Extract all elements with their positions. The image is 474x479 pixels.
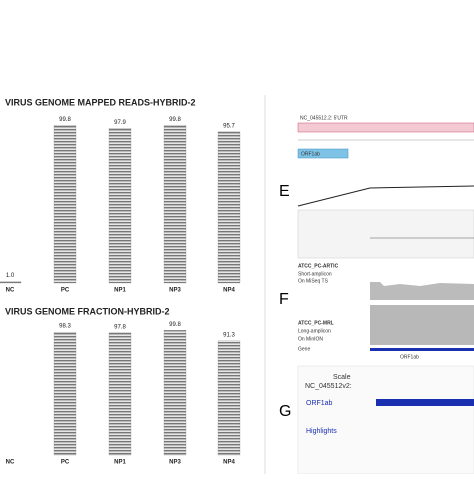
ucsc-view bbox=[297, 365, 474, 475]
gene-name: ORF1ab bbox=[400, 354, 419, 360]
gene-bar bbox=[376, 399, 474, 406]
x-tick-label: NP4 bbox=[223, 288, 235, 294]
panel-label: E bbox=[279, 183, 290, 200]
bar bbox=[163, 330, 187, 456]
browser-panels: E F G NC_045512.2: 5'UTR ORF1ab ATCC_PC-… bbox=[279, 115, 474, 475]
track-label: ATCC_PC-ARTIC bbox=[298, 263, 339, 269]
gene-box bbox=[297, 148, 349, 159]
ucsc-text: ORF1ab bbox=[306, 400, 333, 407]
ucsc-text: Scale bbox=[333, 374, 351, 381]
ucsc-text: Highlights bbox=[306, 428, 337, 435]
track-label: Gene bbox=[298, 346, 310, 352]
panel-label: G bbox=[279, 403, 291, 420]
gene-text: ORF1ab bbox=[301, 151, 320, 157]
chart-title: VIRUS GENOME MAPPED READS-HYBRID-2 bbox=[5, 97, 196, 107]
value-label: 91.3 bbox=[223, 332, 235, 338]
chart-title: VIRUS GENOME FRACTION-HYBRID-2 bbox=[5, 306, 170, 316]
bar bbox=[108, 332, 132, 456]
x-tick-label: PC bbox=[61, 460, 70, 466]
track-bar bbox=[297, 122, 474, 133]
bar bbox=[53, 125, 77, 284]
track-label: Long-amplicon bbox=[298, 328, 331, 334]
bar bbox=[0, 281, 22, 284]
panel-label: F bbox=[279, 291, 289, 308]
track-label: On MiSeq TS bbox=[298, 278, 329, 284]
value-label: 98.3 bbox=[59, 324, 71, 330]
browser-view bbox=[297, 209, 474, 259]
coverage bbox=[370, 282, 474, 300]
bar bbox=[53, 331, 77, 456]
track-text: NC_045512.2: 5'UTR bbox=[300, 115, 348, 121]
gene-bar bbox=[370, 348, 474, 351]
bar bbox=[217, 131, 241, 284]
x-tick-label: NC bbox=[6, 288, 15, 294]
x-tick-label: NP1 bbox=[114, 288, 126, 294]
x-tick-label: NP1 bbox=[114, 460, 126, 466]
value-label: 97.9 bbox=[114, 120, 126, 126]
bar bbox=[108, 128, 132, 284]
value-label: 95.7 bbox=[223, 123, 235, 129]
bar bbox=[163, 125, 187, 284]
zoom-line bbox=[369, 185, 474, 189]
track-label: On MinION bbox=[298, 336, 323, 342]
value-label: 99.8 bbox=[169, 117, 181, 123]
charts: VIRUS GENOME MAPPED READS-HYBRID-2 NC 1.0 P… bbox=[0, 97, 241, 466]
coverage bbox=[370, 305, 474, 345]
value-label: 99.8 bbox=[169, 322, 181, 328]
x-tick-label: NP4 bbox=[223, 460, 235, 466]
zoom-line bbox=[297, 187, 371, 207]
x-tick-label: NP3 bbox=[169, 460, 181, 466]
x-tick-label: PC bbox=[61, 288, 70, 294]
value-label: 1.0 bbox=[6, 273, 15, 279]
bar bbox=[217, 340, 241, 456]
track-label: Short-amplicon bbox=[298, 271, 332, 277]
value-label: 97.8 bbox=[114, 324, 126, 330]
ucsc-text: NC_045512v2: bbox=[305, 383, 352, 390]
track-label: ATCC_PC-MRL bbox=[298, 320, 334, 326]
x-tick-label: NC bbox=[6, 460, 15, 466]
value-label: 99.8 bbox=[59, 117, 71, 123]
x-tick-label: NP3 bbox=[169, 288, 181, 294]
